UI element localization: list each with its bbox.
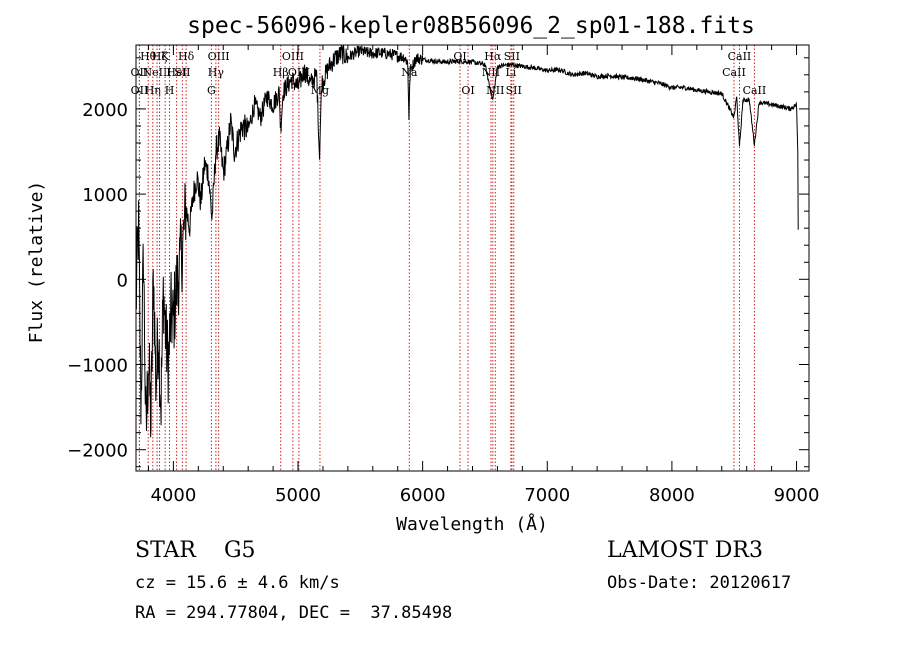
obs-date-label: Obs-Date: 20120617 [607, 573, 792, 593]
spectral-line-label: Hβ [273, 66, 289, 79]
spectral-line-label: Na [401, 66, 418, 79]
x-axis-tick-label: 6000 [400, 485, 446, 506]
spectral-line-label: OIII [208, 50, 230, 63]
spectral-lines-layer: OIIOIIHθHηNeIIIHζKHHeISIIHδGHγOIIIHβOIII… [131, 45, 767, 471]
x-axis-label: Wavelength (Å) [396, 513, 548, 535]
spectral-line-label: NeIII [142, 66, 171, 79]
x-axis-tick-label: 7000 [524, 485, 570, 506]
spectral-line-label: OI [461, 84, 474, 97]
spectral-line-label: Hα [484, 50, 502, 63]
x-axis-tick-label: 5000 [275, 485, 321, 506]
spectral-line-label: SII [504, 50, 520, 63]
coordinates-label: RA = 294.77804, DEC = 37.85498 [135, 603, 453, 623]
chart-title: spec-56096-kepler08B56096_2_sp01-188.fit… [187, 13, 755, 39]
spectral-line-label: Hδ [178, 50, 195, 63]
spectral-line-label: CaII [728, 50, 752, 63]
spectral-line-label: OII [131, 66, 149, 79]
spectrum-trace [135, 44, 799, 438]
spectral-line-label: K [161, 50, 170, 63]
y-axis-tick-label: 1000 [82, 185, 128, 206]
spectral-line-label: HeI [166, 66, 186, 79]
object-class-label: STAR G5 [135, 538, 256, 563]
spectral-line-label: Hζ [152, 50, 168, 63]
x-axis-tick-label: 8000 [649, 485, 695, 506]
x-axis-tick-label: 4000 [150, 485, 196, 506]
spectral-line-label: Li [505, 66, 516, 79]
y-axis-tick-label: 0 [117, 270, 128, 291]
y-axis-tick-label: 2000 [82, 100, 128, 121]
spectral-line-label: Hγ [208, 66, 225, 79]
y-axis-tick-label: −2000 [67, 441, 128, 462]
spectral-line-label: OII [131, 84, 149, 97]
survey-label: LAMOST DR3 [607, 538, 763, 563]
axes-layer: 4000 5000 6000 7000 8000 9000 −2000 −1000 0 1000 2… [67, 44, 820, 506]
y-axis-tick-label: −1000 [67, 356, 128, 377]
redshift-label: cz = 15.6 ± 4.6 km/s [135, 573, 340, 593]
spectral-line-label: Hη [145, 84, 161, 97]
spectral-line-label: SII [174, 66, 190, 79]
spectral-line-label: CaII [743, 84, 767, 97]
spectral-line-label: H [165, 84, 175, 97]
y-axis-label: Flux (relative) [26, 181, 47, 344]
spectral-line-label: G [207, 84, 216, 97]
spectral-line-label: Mg [311, 84, 329, 97]
spectral-line-label: CaII [722, 66, 746, 79]
spectral-line-label: OIII [282, 50, 304, 63]
spectrum-layer [135, 44, 799, 438]
spectral-line-label: SII [506, 84, 522, 97]
plot-frame [135, 44, 810, 472]
x-axis-tick-label: 9000 [774, 485, 820, 506]
